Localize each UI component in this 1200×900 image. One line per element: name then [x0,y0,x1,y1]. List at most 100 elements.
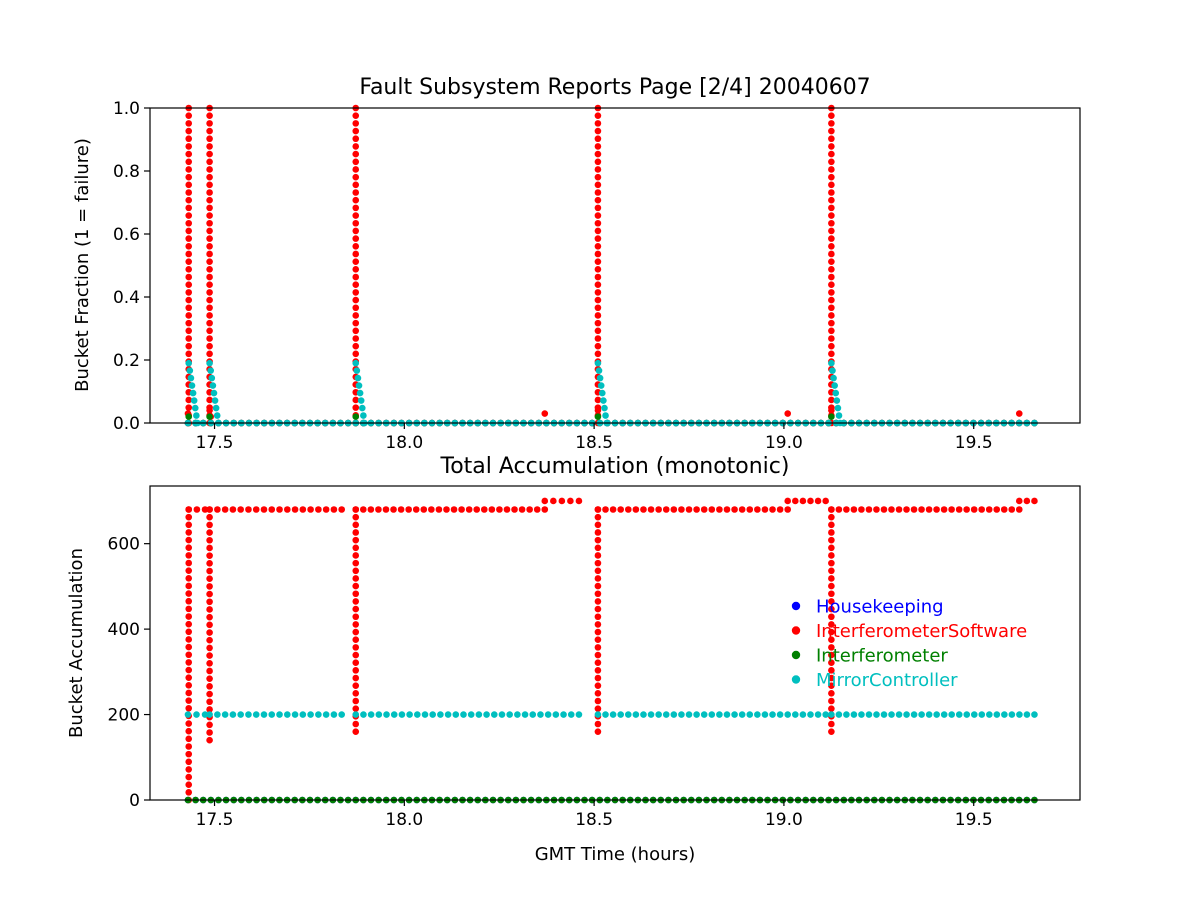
interferometer-software-point [784,497,792,505]
interferometer-software-point [185,636,193,643]
interferometer-software-point [352,506,360,513]
interferometer-software-point [594,258,602,265]
interferometer-software-point [352,605,360,613]
interferometer-software-point [352,350,360,358]
interferometer-software-point [594,312,602,319]
interferometer-software-point [533,506,541,513]
mirror-controller-point [414,711,421,718]
interferometer-software-point [330,506,338,513]
interferometer-software-point [206,196,213,204]
interferometer-software-point [594,135,602,143]
mirror-controller-point [1016,711,1023,718]
interferometer-software-point [206,736,213,744]
interferometer-software-point [970,506,978,513]
mirror-controller-point [467,711,475,718]
interferometer-software-point [352,404,360,411]
interferometer-software-point [352,644,360,651]
interferometer-software-point [206,567,213,575]
interferometer-software-point [206,652,213,659]
mirror-controller-point [888,711,895,718]
mirror-controller-point [831,382,838,389]
mirror-controller-point [355,382,363,389]
interferometer-software-point [828,196,835,204]
interferometer-software-point [594,651,602,659]
interferometer-software-point [352,266,360,273]
interferometer-software-point [185,521,193,529]
mirror-controller-point [903,711,910,718]
interferometer-software-point [828,521,835,529]
accumulation-plot: Total Accumulation (monotonic) 17.5 18.0 1… [66,454,1081,865]
interferometer-software-point [185,150,193,158]
interferometer-software-point [185,567,193,574]
mirror-controller-point [357,397,365,404]
interferometer-software-point [435,506,443,513]
interferometer-software-point [828,674,835,682]
interferometer-software-point [185,219,193,227]
interferometer-software-point [670,506,678,513]
interferometer-software-point [206,590,213,598]
mirror-controller-point [609,711,617,718]
interferometer-software-point [594,319,602,327]
mirror-controller-point [201,711,209,718]
interferometer-software-point [206,181,213,189]
mirror-controller-point [986,711,993,718]
interferometer-point [594,413,602,421]
mirror-controller-point [632,711,640,718]
interferometer-software-point [185,643,193,651]
interferometer-software-point [185,189,193,196]
interferometer-software-point [352,127,360,135]
mirror-controller-point [933,711,940,718]
interferometer-point [206,413,213,421]
fault-fraction-ylabel: Bucket Fraction (1 = failure) [72,138,93,392]
interferometer-software-point [185,135,193,143]
mirror-controller-point [229,711,237,718]
mirror-controller-point [835,711,843,718]
interferometer-software-point [352,342,360,350]
interferometer-software-point [185,404,193,411]
interferometer-software-point [910,506,918,513]
interferometer-software-point [567,497,574,505]
mirror-controller-point [315,711,322,718]
mirror-controller-point [754,711,761,718]
mirror-controller-point [1008,711,1016,718]
mirror-controller-point [708,711,716,718]
interferometer-software-point [594,598,602,605]
interferometer-software-point [594,697,602,705]
mirror-controller-point [829,367,836,374]
interferometer-software-point [828,690,835,697]
interferometer-software-point [940,506,948,513]
mirror-controller-point [498,711,506,718]
interferometer-software-point [206,721,213,729]
interferometer-software-point [206,659,213,667]
mirror-controller-point [731,711,738,718]
interferometer-software-point [206,281,213,289]
fault-fraction-frame [149,107,1081,424]
interferometer-software-point [716,506,723,513]
interferometer-software-point [602,506,609,513]
interferometer-software-point [550,497,557,505]
interferometer-software-point [594,120,602,127]
y-tick-label: 0.0 [113,414,140,434]
interferometer-software-point [594,605,602,613]
mirror-controller-point [210,389,218,397]
interferometer-software-point [828,127,835,135]
x-tick-label: 19.5 [955,810,993,830]
interferometer-software-point [708,506,716,513]
mirror-controller-point [475,711,483,718]
interferometer-software-point [185,242,193,250]
interferometer-software-point [352,289,360,296]
interferometer-software-point [352,621,360,628]
interferometer-software-point [352,296,360,304]
mirror-controller-point [828,711,835,718]
interferometer-software-point [206,135,213,143]
mirror-controller-point [834,404,842,412]
mirror-controller-point [268,711,276,718]
interferometer-software-point [828,273,835,281]
mirror-controller-point [601,404,608,412]
interferometer-software-point [390,506,397,513]
interferometer-software-point [352,312,360,319]
interferometer-software-point [609,506,617,513]
mirror-controller-point [1023,711,1031,718]
interferometer-software-point [352,227,360,235]
interferometer-software-point [185,544,193,552]
